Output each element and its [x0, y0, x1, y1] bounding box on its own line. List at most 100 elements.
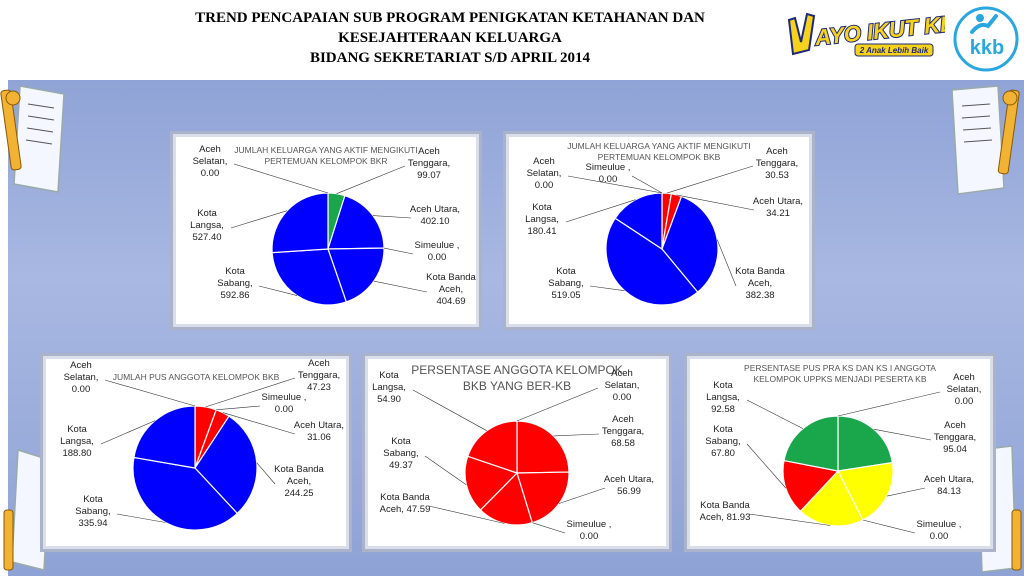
leader-line: [716, 239, 737, 287]
chart-uppks: PERSENTASE PUS PRA KS DAN KS I ANGGOTA K…: [684, 353, 996, 552]
data-label-aceh-tenggara: Aceh Tenggara, 47.23: [298, 358, 340, 393]
chart-title-line-1: JUMLAH KELUARGA YANG AKTIF MENGIKUTI: [234, 145, 418, 155]
data-label-aceh-utara: Aceh Utara, 31.06: [294, 420, 344, 443]
data-label-kota-banda-aceh: Kota Banda Aceh, 244.25: [274, 464, 324, 499]
leader-line: [383, 247, 414, 255]
data-label-simeulue: Simeulue , 0.00: [567, 519, 612, 542]
pie-slice-kota-langsa: [271, 192, 329, 254]
data-label-kota-langsa: Kota Langsa, 92.58: [706, 380, 740, 415]
pie-slice-kota-banda-aceh: [799, 469, 864, 527]
chart-pus-bkb: JUMLAH PUS ANGGOTA KELOMPOK BKB Aceh Teng…: [40, 353, 352, 552]
leader-line: [205, 377, 296, 408]
pie-slice-aceh-tenggara: [516, 420, 570, 474]
data-label-simeulue: Simeulue , 0.00: [586, 162, 631, 185]
leader-line: [589, 285, 625, 291]
data-label-simeulue: Simeulue , 0.00: [917, 519, 962, 542]
data-label-kota-banda-aceh: Kota Banda Aceh, 404.69: [426, 272, 476, 307]
pie-slice-aceh-utara: [516, 471, 570, 524]
data-label-aceh-utara: Aceh Utara, 402.10: [410, 204, 460, 227]
leader-line: [230, 210, 288, 229]
pie-slice-kota-langsa: [133, 405, 196, 469]
data-label-kota-langsa: Kota Langsa, 188.80: [60, 424, 94, 459]
leader-line: [104, 379, 196, 407]
data-label-kota-banda-aceh: Kota Banda Aceh, 47.59: [380, 492, 431, 515]
cartoon-checklist-icon: [0, 85, 65, 193]
chart-bkr-families: JUMLAH KELUARGA YANG AKTIF MENGIKUTI PER…: [170, 131, 482, 330]
chart-title-line-2: BKB YANG BER-KB: [462, 379, 572, 393]
data-label-kota-langsa: Kota Langsa, 54.90: [372, 370, 406, 405]
leader-line: [216, 405, 261, 411]
data-label-aceh-selatan: Aceh Selatan, 0.00: [193, 144, 228, 179]
chart-title-line-1: PERSENTASE PUS PRA KS DAN KS I ANGGOTA: [744, 363, 936, 373]
pie-slice-kota-sabang: [782, 459, 840, 513]
leader-line: [567, 175, 663, 194]
data-label-aceh-utara: Aceh Utara, 34.21: [753, 196, 803, 219]
chart-title: JUMLAH KELUARGA YANG AKTIF MENGIKUTI PER…: [506, 141, 812, 163]
pie-slice-kota-sabang: [605, 217, 699, 306]
chart-title-line-2: PERTEMUAN KELOMPOK BKB: [597, 152, 721, 162]
leader-line: [666, 165, 754, 194]
leader-line: [428, 505, 505, 524]
data-label-kota-langsa: Kota Langsa, 180.41: [525, 202, 559, 237]
leader-line: [256, 462, 276, 485]
leader-line: [116, 513, 166, 523]
data-label-aceh-tenggara: Aceh Tenggara, 68.58: [602, 414, 644, 449]
chart-title: PERSENTASE PUS PRA KS DAN KS I ANGGOTA K…: [687, 363, 993, 385]
data-label-aceh-tenggara: Aceh Tenggara, 95.04: [934, 420, 976, 455]
chart-title: JUMLAH PUS ANGGOTA KELOMPOK BKB: [43, 372, 349, 383]
chart-bkb-families: JUMLAH KELUARGA YANG AKTIF MENGIKUTI PER…: [503, 131, 815, 330]
data-label-aceh-selatan: Aceh Selatan, 0.00: [947, 372, 982, 407]
ayo-logo-tagline: 2 Anak Lebih Baik: [859, 46, 929, 55]
chart-title-line-1: JUMLAH PUS ANGGOTA KELOMPOK BKB: [112, 372, 280, 382]
page-title: TREND PENCAPAIAN SUB PROGRAM PENIGKATAN …: [120, 8, 780, 68]
leader-line: [532, 522, 566, 534]
data-label-kota-sabang: Kota Sabang, 67.80: [705, 424, 740, 459]
leader-line: [559, 487, 606, 504]
leader-line: [412, 389, 487, 431]
data-label-aceh-utara: Aceh Utara, 84.13: [924, 474, 974, 497]
data-label-aceh-tenggara: Aceh Tenggara, 99.07: [408, 146, 450, 181]
chart-title: PERSENTASE ANGGOTA KELOMPOK BKB YANG BER…: [365, 362, 669, 394]
title-line-2: KESEJAHTERAAN KELUARGA: [338, 30, 562, 46]
leader-line: [746, 399, 804, 429]
kkb-figure-icon: [976, 14, 984, 22]
leader-line: [373, 280, 428, 293]
leader-line: [222, 412, 296, 435]
leader-line: [862, 519, 916, 534]
data-label-aceh-selatan: Aceh Selatan, 0.00: [527, 156, 562, 191]
victory-hand-icon: [787, 12, 816, 56]
chart-title-line-2: PERTEMUAN KELOMPOK BKR: [264, 156, 388, 166]
leader-line: [886, 487, 926, 497]
leader-line: [631, 175, 663, 194]
data-label-kota-banda-aceh: Kota Banda Aceh, 81.93: [700, 500, 751, 523]
chart-bkb-ber-kb: PERSENTASE ANGGOTA KELOMPOK BKB YANG BER…: [362, 353, 672, 552]
leader-line: [424, 455, 467, 486]
data-label-aceh-tenggara: Aceh Tenggara, 30.53: [756, 146, 798, 181]
data-label-simeulue: Simeulue , 0.00: [415, 240, 460, 263]
title-line-1: TREND PENCAPAIAN SUB PROGRAM PENIGKATAN …: [195, 10, 705, 26]
kkb-logo: kkb: [953, 6, 1019, 72]
data-label-kota-sabang: Kota Sabang, 592.86: [217, 266, 252, 301]
leader-line: [100, 420, 156, 445]
data-label-aceh-selatan: Aceh Selatan, 0.00: [605, 368, 640, 403]
pie-chart: Aceh Selatan, 0.00 Aceh Tenggara, 68.58 Aceh U…: [372, 368, 654, 542]
pie-slice-kota-langsa: [783, 415, 839, 472]
pie-chart: Aceh Tenggara, 99.07 Aceh Utara, 402.10 Simeu…: [190, 144, 476, 307]
pie-slice-aceh-tenggara: [837, 415, 894, 472]
cartoon-checklist-icon-right: [951, 85, 1020, 195]
pie-slice-kota-sabang: [464, 455, 519, 511]
pie-chart: Aceh Selatan, 0.00 Aceh Tenggara, 95.04 Aceh U…: [700, 372, 982, 542]
pie-slice-aceh-utara: [837, 461, 894, 521]
ayo-ikut-kb-logo: AYO IKUT KB 2 Anak Lebih Baik: [787, 10, 945, 57]
title-line-3: BIDANG SEKRETARIAT S/D APRIL 2014: [309, 50, 591, 66]
data-label-simeulue: Simeulue , 0.00: [262, 392, 307, 415]
leader-line: [565, 199, 636, 223]
leader-line: [233, 163, 329, 194]
leader-line: [676, 194, 755, 211]
pie-slice-kota-banda-aceh: [194, 415, 258, 515]
leader-line: [553, 433, 600, 437]
chart-title: JUMLAH KELUARGA YANG AKTIF MENGIKUTI PER…: [173, 145, 479, 167]
kkb-logo-text: kkb: [970, 37, 1004, 59]
data-label-aceh-utara: Aceh Utara, 56.99: [604, 474, 654, 497]
